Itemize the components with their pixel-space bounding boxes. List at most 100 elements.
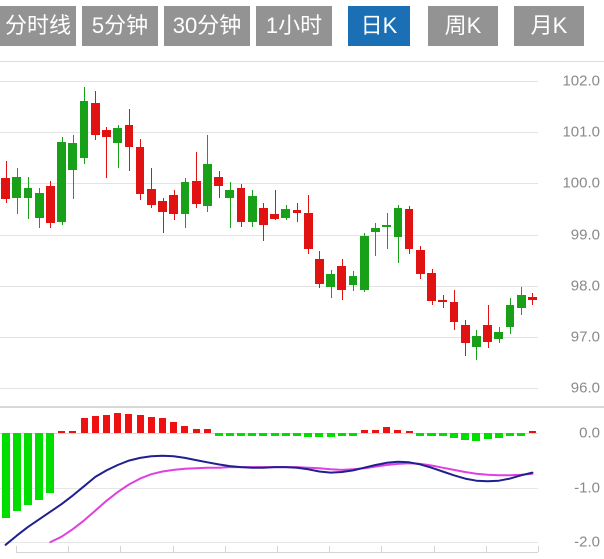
candle-body: [382, 225, 392, 227]
price-gridline: [0, 183, 538, 184]
tab-label: 30分钟: [172, 13, 242, 38]
macd-gridline: [0, 433, 538, 434]
price-axis-label: 98.0: [570, 277, 600, 295]
macd-gridline: [0, 542, 538, 543]
candle-wick: [275, 189, 276, 221]
tab-2[interactable]: 30分钟: [164, 6, 250, 46]
bottom-axis-tick: [329, 546, 331, 552]
price-gridline: [0, 286, 538, 287]
macd-histogram-bar: [69, 430, 77, 434]
bottom-axis-tick: [277, 546, 278, 552]
panel-top-border: [0, 61, 604, 62]
tab-label: 周K: [444, 13, 482, 38]
candle-body: [102, 129, 111, 137]
price-axis-label: 102.0: [562, 72, 600, 90]
tab-0[interactable]: 分时线: [0, 6, 76, 46]
macd-histogram-bar: [528, 430, 536, 434]
macd-histogram-bar: [114, 413, 122, 434]
bottom-axis-tick: [433, 546, 435, 552]
candle-body: [427, 272, 436, 301]
price-axis-label: 96.0: [570, 379, 600, 397]
macd-histogram-bar: [192, 428, 200, 434]
candle-wick: [196, 151, 197, 208]
macd-histogram-bar: [58, 430, 66, 434]
macd-histogram-bar: [360, 430, 368, 434]
price-gridline: [0, 388, 538, 389]
macd-histogram-bar: [494, 433, 503, 438]
period-tab-bar: 分时线 5分钟 30分钟 1小时 日K 周K 月K: [0, 0, 604, 52]
candle-body: [415, 249, 425, 275]
candle-body: [236, 187, 246, 222]
candle-body: [90, 102, 100, 135]
bottom-axis-tick: [16, 546, 17, 552]
candle-body: [247, 196, 257, 222]
macd-histogram-bar: [259, 433, 268, 436]
macd-histogram-bar: [315, 433, 324, 438]
price-axis-label: 101.0: [562, 123, 600, 141]
candle-body: [180, 182, 190, 215]
candle-body: [202, 164, 212, 207]
price-chart-panel[interactable]: 102.0 101.0 100.0 99.0 98.0 97.0 96.0: [0, 61, 604, 408]
macd-histogram-bar: [214, 433, 223, 436]
candle-body: [315, 258, 324, 285]
price-axis-label: 99.0: [570, 226, 600, 244]
macd-histogram-bar: [203, 429, 211, 434]
candle-body: [359, 235, 369, 290]
candle-body: [516, 294, 526, 309]
bottom-axis-tick: [172, 546, 174, 552]
candle-body: [449, 301, 459, 323]
macd-histogram-bar: [35, 433, 44, 500]
candle-body: [270, 214, 279, 220]
price-gridline: [0, 132, 538, 133]
candle-body: [371, 228, 380, 232]
price-axis-label: 97.0: [570, 328, 600, 346]
macd-histogram-bar: [326, 433, 335, 437]
tab-label: 1小时: [265, 13, 323, 38]
candle-body: [158, 201, 167, 212]
tab-label: 月K: [530, 13, 568, 38]
candle-body: [337, 266, 347, 290]
tab-6[interactable]: 月K: [514, 6, 584, 46]
candle-wick: [28, 177, 29, 220]
macd-histogram-bar: [517, 433, 526, 436]
macd-panel[interactable]: 0.0 -1.0 -2.0: [0, 409, 604, 553]
macd-histogram-bar: [383, 426, 391, 434]
candle-wick: [163, 197, 164, 234]
macd-gridline: [0, 488, 538, 489]
macd-histogram-bar: [416, 433, 425, 436]
candle-body: [124, 124, 134, 147]
tab-4[interactable]: 日K: [348, 6, 410, 46]
macd-histogram-bar: [472, 433, 481, 442]
macd-histogram-bar: [292, 433, 302, 436]
macd-histogram-bar: [181, 426, 189, 434]
candle-body: [460, 325, 470, 343]
candle-body: [348, 276, 358, 285]
price-panel-bottom-border: [0, 406, 604, 408]
candle-body: [146, 188, 156, 205]
candle-body: [12, 177, 22, 198]
candle-body: [393, 207, 403, 238]
candle-body: [404, 208, 414, 249]
bottom-axis-tick: [485, 546, 487, 552]
candle-body: [281, 208, 291, 219]
candle-wick: [118, 124, 119, 169]
macd-histogram-bar: [270, 433, 279, 437]
candle-body: [528, 296, 537, 300]
candle-body: [505, 304, 515, 328]
macd-histogram-bar: [91, 415, 99, 434]
candle-body: [34, 192, 44, 219]
price-gridline: [0, 235, 538, 236]
macd-histogram-bar: [236, 433, 245, 436]
bottom-axis-tick: [538, 546, 539, 552]
candle-body: [483, 325, 492, 342]
macd-histogram-bar: [461, 433, 470, 440]
candle-body: [57, 141, 66, 222]
tab-1[interactable]: 5分钟: [82, 6, 158, 46]
candle-wick: [106, 127, 107, 179]
tab-label: 5分钟: [91, 13, 149, 38]
macd-lines: [4, 454, 534, 546]
tab-3[interactable]: 1小时: [256, 6, 332, 46]
candle-body: [214, 177, 223, 187]
tab-5[interactable]: 周K: [428, 6, 498, 46]
candle-body: [135, 146, 145, 194]
